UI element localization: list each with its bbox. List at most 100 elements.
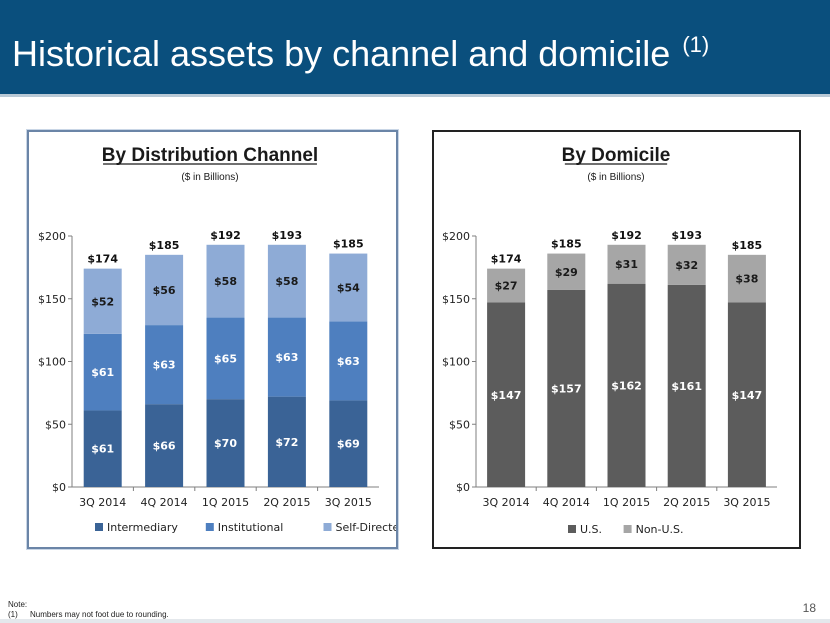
bar-value-label: $147 xyxy=(732,389,763,402)
bar-value-label: $63 xyxy=(337,355,360,368)
bar-segment xyxy=(206,399,245,487)
legend-label: Non-U.S. xyxy=(636,523,684,536)
bar-segment xyxy=(267,317,306,397)
bar-segment xyxy=(83,268,122,334)
x-tick-label: 1Q 2015 xyxy=(202,496,249,509)
x-tick-label: 4Q 2014 xyxy=(141,496,188,509)
bar-value-label: $147 xyxy=(491,389,522,402)
bar-segment xyxy=(145,325,184,405)
legend-swatch xyxy=(623,525,632,533)
bar-value-label: $27 xyxy=(495,280,518,293)
bar-value-label: $61 xyxy=(91,443,114,456)
y-tick-label: $150 xyxy=(38,293,66,306)
bar-total-label: $193 xyxy=(671,229,702,242)
bottom-rule xyxy=(0,619,830,623)
y-tick-label: $100 xyxy=(38,356,66,369)
y-tick-label: $150 xyxy=(442,293,470,306)
bar-value-label: $161 xyxy=(671,380,702,393)
domicile-chart: By Domicile ($ in Billions) $0 $50 $100 $150 $… xyxy=(442,145,777,536)
bar-value-label: $58 xyxy=(275,275,298,288)
legend-swatch xyxy=(568,525,576,533)
distribution-channel-panel: By Distribution Channel ($ in Billions) $0… xyxy=(27,130,398,549)
bar-segment xyxy=(607,244,646,284)
bar-total-label: $174 xyxy=(87,253,118,266)
bar-total-label: $185 xyxy=(149,239,180,252)
bar-segment xyxy=(206,244,245,318)
domicile-panel: By Domicile ($ in Billions) $0 $50 $100 $150 $… xyxy=(432,130,801,549)
title-footnote-marker: (1) xyxy=(682,32,710,57)
bar-total-label: $185 xyxy=(551,238,582,251)
bar-value-label: $29 xyxy=(555,266,578,279)
bar-segment xyxy=(83,410,122,487)
legend-swatch xyxy=(95,523,103,531)
y-tick-label: $0 xyxy=(456,481,470,494)
bar-value-label: $32 xyxy=(675,259,698,272)
page-title: Historical assets by channel and domicil… xyxy=(12,32,709,75)
bar-value-label: $58 xyxy=(214,275,237,288)
bar-segment xyxy=(727,302,766,487)
bar-value-label: $66 xyxy=(153,440,176,453)
y-tick-label: $200 xyxy=(442,230,470,243)
chart-subtitle: ($ in Billions) xyxy=(587,172,644,183)
bar-segment xyxy=(547,253,586,290)
bar-value-label: $162 xyxy=(611,379,642,392)
bar-segment xyxy=(607,283,646,487)
bar-value-label: $157 xyxy=(551,382,582,395)
legend-label: Self-Directed xyxy=(336,521,397,534)
y-tick-label: $50 xyxy=(45,418,66,431)
footnote-text: Numbers may not foot due to rounding. xyxy=(30,610,169,619)
bar-value-label: $61 xyxy=(91,366,114,379)
bar-total-label: $185 xyxy=(333,238,364,251)
bar-total-label: $192 xyxy=(210,229,241,242)
bar-segment xyxy=(206,317,245,400)
bar-segment xyxy=(667,284,706,487)
legend-label: U.S. xyxy=(580,523,602,536)
header-rule xyxy=(0,94,830,97)
bar-value-label: $31 xyxy=(615,258,638,271)
legend-label: Institutional xyxy=(218,521,283,534)
bar-value-label: $69 xyxy=(337,438,360,451)
bar-segment xyxy=(487,302,526,487)
bar-value-label: $63 xyxy=(153,359,176,372)
header-band xyxy=(0,0,830,94)
bar-segment xyxy=(547,289,586,487)
x-tick-label: 1Q 2015 xyxy=(603,496,650,509)
footnote-heading: Note: xyxy=(8,600,28,609)
bar-value-label: $56 xyxy=(153,284,176,297)
bar-value-label: $65 xyxy=(214,352,237,365)
chart-title: By Domicile xyxy=(562,145,671,166)
footnote-index: (1) xyxy=(8,610,18,619)
bar-value-label: $63 xyxy=(275,351,298,364)
bar-total-label: $193 xyxy=(272,229,303,242)
bar-segment xyxy=(667,244,706,285)
bar-segment xyxy=(267,244,306,318)
bar-value-label: $52 xyxy=(91,295,114,308)
bar-segment xyxy=(145,404,184,487)
footnote: Note: (1) Numbers may not foot due to rou… xyxy=(8,600,169,620)
bar-segment xyxy=(83,333,122,411)
bar-segment xyxy=(267,396,306,487)
y-tick-label: $50 xyxy=(449,418,470,431)
bar-segment xyxy=(487,268,526,303)
chart-title: By Distribution Channel xyxy=(102,145,318,166)
legend-swatch xyxy=(323,523,332,531)
distribution-channel-chart: By Distribution Channel ($ in Billions) $0… xyxy=(38,145,397,534)
y-tick-label: $100 xyxy=(442,356,470,369)
page-title-text: Historical assets by channel and domicil… xyxy=(12,33,671,74)
x-tick-label: 2Q 2015 xyxy=(663,496,710,509)
legend-swatch xyxy=(205,523,214,531)
bar-segment xyxy=(145,254,184,326)
bar-total-label: $192 xyxy=(611,229,642,242)
x-tick-label: 3Q 2014 xyxy=(79,496,126,509)
x-tick-label: 2Q 2015 xyxy=(263,496,310,509)
bar-value-label: $70 xyxy=(214,437,237,450)
bar-segment xyxy=(329,400,368,487)
bar-value-label: $54 xyxy=(337,281,360,294)
x-tick-label: 3Q 2015 xyxy=(325,496,372,509)
legend-label: Intermediary xyxy=(107,521,178,534)
y-tick-label: $0 xyxy=(52,481,66,494)
x-tick-label: 4Q 2014 xyxy=(543,496,590,509)
bar-segment xyxy=(329,253,368,322)
bar-value-label: $72 xyxy=(275,436,298,449)
bar-segment xyxy=(727,254,766,303)
